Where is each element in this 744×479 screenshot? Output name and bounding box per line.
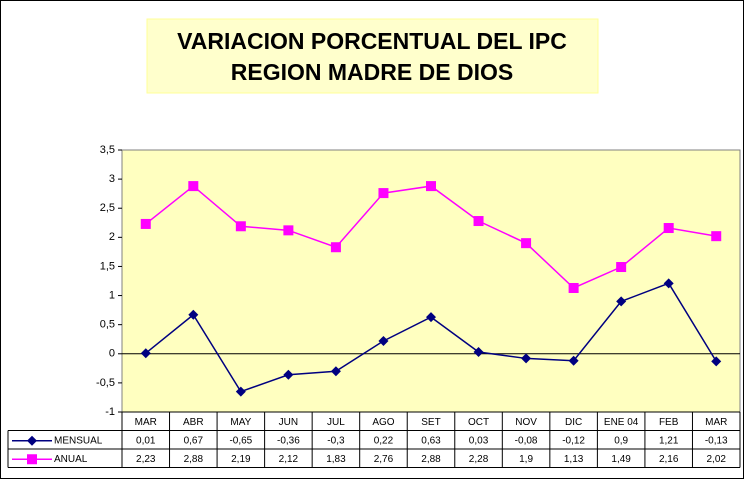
y-tick-label: 3 <box>109 173 115 185</box>
marker <box>426 312 436 323</box>
data-label: 1,21 <box>659 435 679 446</box>
data-label: 0,01 <box>136 435 156 446</box>
x-tick-label: FEB <box>659 417 679 428</box>
marker <box>568 282 579 293</box>
marker <box>378 335 389 346</box>
marker <box>711 231 722 242</box>
x-tick-label: MAY <box>230 417 251 428</box>
data-label: 0,9 <box>614 435 628 446</box>
data-label: -0,3 <box>327 435 345 446</box>
data-label: -0,65 <box>229 435 252 446</box>
data-label: 2,88 <box>421 454 441 465</box>
y-tick-label: 2 <box>109 231 115 243</box>
y-tick-label: 1 <box>109 289 115 301</box>
marker <box>616 296 627 307</box>
data-label: 1,13 <box>564 454 584 465</box>
x-tick-label: MAR <box>705 417 727 428</box>
data-label: 2,12 <box>279 454 299 465</box>
data-label: -0,13 <box>705 435 728 446</box>
marker <box>283 369 294 380</box>
y-tick-label: -1 <box>105 406 115 418</box>
y-tick-label: 2,5 <box>100 202 115 214</box>
marker <box>568 355 579 366</box>
marker <box>27 435 37 446</box>
x-tick-label: AGO <box>372 417 394 428</box>
data-label: 2,02 <box>706 454 726 465</box>
data-label: 2,23 <box>136 454 156 465</box>
y-tick-label: 3,5 <box>100 144 115 156</box>
marker <box>663 278 674 289</box>
data-label: 2,19 <box>231 454 251 465</box>
marker <box>521 353 532 364</box>
marker <box>235 386 246 397</box>
data-label: 2,88 <box>184 454 204 465</box>
legend-label: MENSUAL <box>54 435 103 446</box>
chart-subtitle: REGION MADRE DE DIOS <box>231 59 513 85</box>
x-tick-label: JUL <box>327 417 345 428</box>
data-label: 1,49 <box>611 454 631 465</box>
data-label: -0,36 <box>277 435 300 446</box>
x-tick-label: MAR <box>135 417 157 428</box>
marker <box>188 309 199 320</box>
marker <box>473 347 484 358</box>
title-box <box>146 18 599 94</box>
x-tick-label: NOV <box>515 417 537 428</box>
marker <box>330 242 341 253</box>
data-label: 0,63 <box>421 435 441 446</box>
plot-area <box>121 149 741 413</box>
marker <box>711 356 722 367</box>
x-tick-label: ABR <box>183 417 204 428</box>
marker <box>235 221 246 232</box>
marker <box>426 181 436 192</box>
y-tick-label: -0,5 <box>96 377 115 389</box>
x-tick-label: ENE 04 <box>604 417 639 428</box>
x-tick-label: JUN <box>279 417 298 428</box>
marker <box>27 454 37 465</box>
x-tick-label: DIC <box>565 417 582 428</box>
data-label: 0,22 <box>374 435 394 446</box>
chart-title: VARIACION PORCENTUAL DEL IPC <box>177 28 567 54</box>
x-tick-label: OCT <box>468 417 489 428</box>
data-label: 2,16 <box>659 454 679 465</box>
data-label: 0,03 <box>469 435 489 446</box>
data-label: 0,67 <box>184 435 204 446</box>
marker <box>188 181 199 192</box>
data-label: 2,28 <box>469 454 489 465</box>
data-label: 1,83 <box>326 454 346 465</box>
data-label: -0,12 <box>562 435 585 446</box>
marker <box>140 348 151 359</box>
marker <box>473 216 484 227</box>
data-label: 1,9 <box>519 454 533 465</box>
data-label: 2,76 <box>374 454 394 465</box>
marker <box>330 366 341 377</box>
marker <box>521 238 532 249</box>
marker <box>616 262 627 273</box>
marker <box>283 225 294 236</box>
data-label: -0,08 <box>515 435 538 446</box>
y-tick-label: 0,5 <box>100 319 115 331</box>
x-tick-label: SET <box>421 417 440 428</box>
marker <box>378 188 389 199</box>
legend-label: ANUAL <box>54 454 88 465</box>
marker <box>140 218 151 229</box>
y-tick-label: 1,5 <box>100 260 115 272</box>
marker <box>663 223 674 234</box>
y-tick-label: 0 <box>109 348 115 360</box>
